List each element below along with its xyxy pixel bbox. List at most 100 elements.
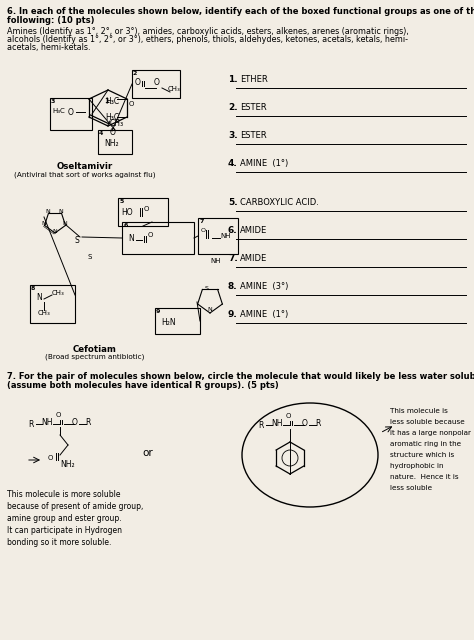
Text: NH: NH (41, 418, 53, 427)
Text: R: R (85, 418, 91, 427)
Text: O: O (56, 412, 61, 418)
Text: Amines (Identify as 1°, 2°, or 3°), amides, carboxylic acids, esters, alkenes, a: Amines (Identify as 1°, 2°, or 3°), amid… (7, 27, 409, 36)
Text: 9: 9 (156, 309, 160, 314)
Text: H₃C: H₃C (105, 97, 119, 106)
Text: 3: 3 (51, 99, 55, 104)
Text: AMINE  (1°): AMINE (1°) (240, 310, 288, 319)
Text: 1.: 1. (228, 75, 237, 84)
Text: S: S (204, 287, 208, 291)
Text: AMIDE: AMIDE (240, 226, 267, 235)
Text: it has a large nonpolar: it has a large nonpolar (390, 430, 471, 436)
Text: (Antiviral that sort of works against flu): (Antiviral that sort of works against fl… (14, 171, 156, 177)
Text: O: O (72, 418, 78, 427)
Text: O: O (286, 413, 292, 419)
Text: CH₃: CH₃ (168, 86, 181, 92)
Text: O: O (302, 419, 308, 428)
Text: amine group and ester group.: amine group and ester group. (7, 514, 122, 523)
Text: 7: 7 (200, 219, 204, 224)
Text: following: (10 pts): following: (10 pts) (7, 16, 94, 25)
Text: 5: 5 (120, 199, 124, 204)
Text: 7.: 7. (228, 254, 238, 263)
Text: 1: 1 (104, 98, 109, 104)
Bar (98, 130, 132, 154)
Text: N: N (42, 221, 46, 227)
Text: aromatic ring in the: aromatic ring in the (390, 441, 461, 447)
Text: O: O (110, 128, 116, 137)
Text: R: R (315, 419, 320, 428)
Text: N: N (46, 209, 50, 214)
Bar (50, 98, 92, 130)
Bar (122, 222, 194, 254)
Text: 6. In each of the molecules shown below, identify each of the boxed functional g: 6. In each of the molecules shown below,… (7, 7, 474, 16)
Text: R: R (258, 421, 264, 430)
Text: 8: 8 (31, 286, 36, 291)
Text: AMIDE: AMIDE (240, 254, 267, 263)
Text: NH₂: NH₂ (104, 139, 118, 148)
Text: This molecule is more soluble: This molecule is more soluble (7, 490, 120, 499)
Text: O: O (201, 228, 206, 233)
Text: O: O (135, 78, 141, 87)
Text: bonding so it more soluble.: bonding so it more soluble. (7, 538, 111, 547)
Text: alcohols (Identify as 1°, 2°, or 3°), ethers, phenols, thiols, aldehydes, ketone: alcohols (Identify as 1°, 2°, or 3°), et… (7, 35, 408, 44)
Text: less soluble because: less soluble because (390, 419, 465, 425)
Text: 8.: 8. (228, 282, 237, 291)
Text: S: S (88, 254, 92, 260)
Text: Oseltamivir: Oseltamivir (57, 162, 113, 171)
Text: hydrophobic in: hydrophobic in (390, 463, 444, 469)
Text: 9.: 9. (228, 310, 238, 319)
Text: nature.  Hence it is: nature. Hence it is (390, 474, 459, 480)
Text: O: O (48, 455, 54, 461)
Text: Cefotiam: Cefotiam (73, 345, 117, 354)
Text: R: R (28, 420, 33, 429)
Text: It can participate in Hydrogen: It can participate in Hydrogen (7, 526, 122, 535)
Text: NH: NH (271, 419, 283, 428)
Text: NH₂: NH₂ (60, 460, 74, 469)
Text: AMINE  (1°): AMINE (1°) (240, 159, 288, 168)
Text: This molecule is: This molecule is (390, 408, 448, 414)
Text: 2.: 2. (228, 103, 237, 112)
Text: N: N (58, 209, 63, 214)
Text: NH: NH (220, 233, 230, 239)
Text: 7. For the pair of molecules shown below, circle the molecule that would likely : 7. For the pair of molecules shown below… (7, 372, 474, 381)
Text: O: O (144, 206, 149, 212)
Bar (155, 308, 200, 334)
Bar (198, 218, 238, 254)
Text: 6.: 6. (228, 226, 237, 235)
Text: 3.: 3. (228, 131, 237, 140)
Text: or: or (143, 448, 154, 458)
Text: AMINE  (3°): AMINE (3°) (240, 282, 288, 291)
Text: N: N (36, 293, 42, 302)
Text: structure which is: structure which is (390, 452, 454, 458)
Text: CH₃: CH₃ (52, 290, 65, 296)
Bar (118, 198, 168, 226)
Text: 6: 6 (124, 223, 128, 228)
Text: ESTER: ESTER (240, 103, 266, 112)
Text: O: O (154, 78, 160, 87)
Text: ESTER: ESTER (240, 131, 266, 140)
Text: O: O (129, 101, 135, 107)
Text: (Broad spectrum antibiotic): (Broad spectrum antibiotic) (46, 354, 145, 360)
Text: 2: 2 (133, 71, 137, 76)
Text: N: N (63, 221, 67, 227)
Text: 4: 4 (99, 131, 103, 136)
Text: S: S (75, 236, 80, 245)
Text: 4.: 4. (228, 159, 238, 168)
Text: HO: HO (121, 208, 133, 217)
Text: (assume both molecules have identical R groups). (5 pts): (assume both molecules have identical R … (7, 381, 279, 390)
Text: because of present of amide group,: because of present of amide group, (7, 502, 143, 511)
Bar (30, 285, 75, 323)
Text: 5.: 5. (228, 198, 237, 207)
Text: CH₃: CH₃ (110, 119, 124, 128)
Text: O: O (68, 108, 74, 117)
Text: H₃C: H₃C (52, 108, 65, 114)
Text: O: O (148, 232, 154, 238)
Text: CARBOXYLIC ACID.: CARBOXYLIC ACID. (240, 198, 319, 207)
Text: H₂N: H₂N (161, 318, 176, 327)
Text: N: N (128, 234, 134, 243)
Text: N: N (207, 307, 212, 312)
Text: ETHER: ETHER (240, 75, 268, 84)
Text: NH: NH (210, 258, 220, 264)
Text: CH₃: CH₃ (38, 310, 51, 316)
Bar (132, 70, 180, 98)
Text: less soluble: less soluble (390, 485, 432, 491)
